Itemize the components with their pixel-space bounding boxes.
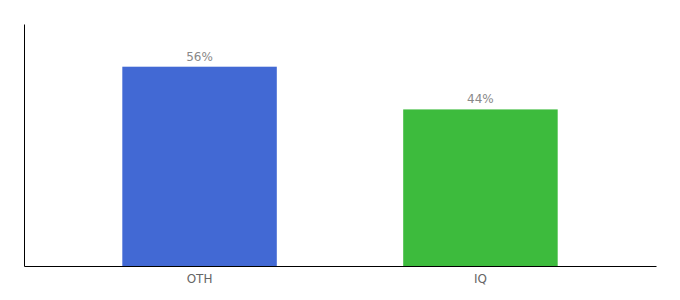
y-axis <box>24 25 25 267</box>
data-label: 56% <box>186 50 213 64</box>
x-tick: IQ <box>474 272 487 286</box>
x-axis-line <box>25 266 657 267</box>
bar <box>122 67 276 266</box>
x-axis: OTH IQ <box>25 267 657 286</box>
x-tick: OTH <box>187 272 213 286</box>
bar <box>403 109 557 266</box>
bars <box>122 67 557 266</box>
y-axis-line <box>24 25 25 267</box>
x-tick-label: IQ <box>474 272 487 286</box>
data-label: 44% <box>467 92 494 106</box>
chart: OTH IQ 56% 44% <box>0 0 680 300</box>
x-tick-label: OTH <box>187 272 213 286</box>
data-labels: 56% 44% <box>186 50 494 107</box>
plot: OTH IQ 56% 44% <box>25 25 657 286</box>
